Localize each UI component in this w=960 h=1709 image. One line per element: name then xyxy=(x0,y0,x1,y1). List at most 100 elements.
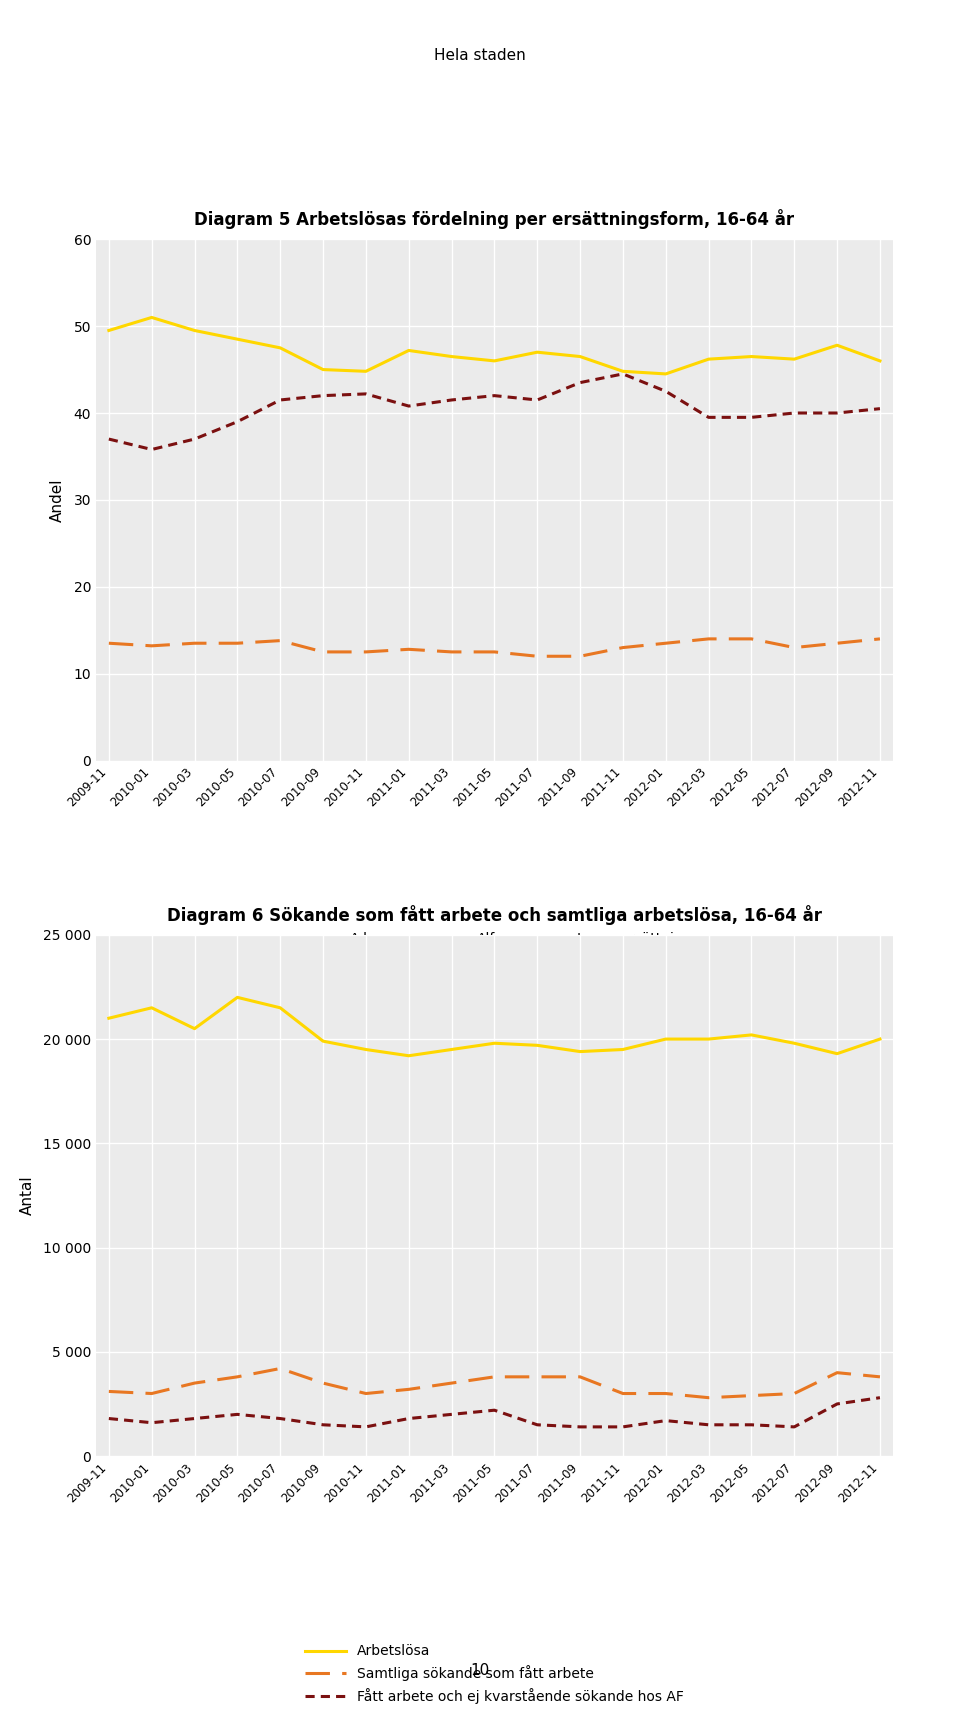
Y-axis label: Andel: Andel xyxy=(50,479,65,521)
Ingen ersättning xyxy=(403,396,415,417)
Arbetslösa xyxy=(660,1029,671,1049)
Fått arbete och ej kvarstående sökande hos AF xyxy=(788,1417,800,1437)
Arbetslösa xyxy=(574,1041,586,1061)
Arbetslösa xyxy=(617,1039,629,1060)
Fått arbete och ej kvarstående sökande hos AF xyxy=(360,1417,372,1437)
Line: Ingen ersättning: Ingen ersättning xyxy=(108,374,880,449)
Samtliga sökande som fått arbete xyxy=(146,1383,157,1403)
Line: Alfa: Alfa xyxy=(108,639,880,656)
Ingen ersättning xyxy=(189,429,201,449)
Samtliga sökande som fått arbete xyxy=(103,1381,114,1401)
Fått arbete och ej kvarstående sökande hos AF xyxy=(875,1388,886,1408)
Alfa xyxy=(189,632,201,653)
Ingen ersättning xyxy=(231,412,243,432)
Ingen ersättning xyxy=(875,398,886,419)
Arbetslösa xyxy=(875,1029,886,1049)
Fått arbete och ej kvarstående sökande hos AF xyxy=(660,1410,671,1430)
Alfa xyxy=(703,629,714,649)
Ingen ersättning xyxy=(489,385,500,405)
Fått arbete och ej kvarstående sökande hos AF xyxy=(489,1400,500,1420)
Samtliga sökande som fått arbete xyxy=(660,1383,671,1403)
Ingen ersättning xyxy=(831,403,843,424)
Arbetslösa xyxy=(746,1025,757,1046)
A-kassa xyxy=(403,340,415,361)
Alfa xyxy=(146,636,157,656)
Line: Fått arbete och ej kvarstående sökande hos AF: Fått arbete och ej kvarstående sökande h… xyxy=(108,1398,880,1427)
Samtliga sökande som fått arbete xyxy=(574,1367,586,1388)
Arbetslösa xyxy=(489,1032,500,1053)
Samtliga sökande som fått arbete xyxy=(489,1367,500,1388)
Alfa xyxy=(445,641,457,661)
Legend: Arbetslösa, Samtliga sökande som fått arbete, Fått arbete och ej kvarstående sök: Arbetslösa, Samtliga sökande som fått ar… xyxy=(299,1639,690,1709)
Alfa xyxy=(746,629,757,649)
Arbetslösa xyxy=(146,998,157,1019)
Ingen ersättning xyxy=(445,390,457,410)
Samtliga sökande som fått arbete xyxy=(788,1383,800,1403)
A-kassa xyxy=(360,361,372,381)
Arbetslösa xyxy=(831,1044,843,1065)
Alfa xyxy=(875,629,886,649)
Legend: A-kassa, Alfa, Ingen ersättning: A-kassa, Alfa, Ingen ersättning xyxy=(291,926,698,952)
Fått arbete och ej kvarstående sökande hos AF xyxy=(532,1415,543,1436)
Fått arbete och ej kvarstående sökande hos AF xyxy=(103,1408,114,1429)
Text: Hela staden: Hela staden xyxy=(434,48,526,63)
Arbetslösa xyxy=(445,1039,457,1060)
Samtliga sökande som fått arbete xyxy=(875,1367,886,1388)
Y-axis label: Antal: Antal xyxy=(19,1176,35,1215)
A-kassa xyxy=(532,342,543,362)
Samtliga sökande som fått arbete xyxy=(403,1379,415,1400)
Text: 10: 10 xyxy=(470,1663,490,1678)
Alfa xyxy=(360,641,372,661)
Alfa xyxy=(617,637,629,658)
Alfa xyxy=(489,641,500,661)
Samtliga sökande som fått arbete xyxy=(703,1388,714,1408)
A-kassa xyxy=(445,347,457,367)
Arbetslösa xyxy=(532,1036,543,1056)
Ingen ersättning xyxy=(360,383,372,403)
Title: Diagram 5 Arbetslösas fördelning per ersättningsform, 16-64 år: Diagram 5 Arbetslösas fördelning per ers… xyxy=(194,210,795,229)
Alfa xyxy=(831,632,843,653)
Samtliga sökande som fått arbete xyxy=(746,1386,757,1407)
Ingen ersättning xyxy=(574,373,586,393)
Fått arbete och ej kvarstående sökande hos AF xyxy=(617,1417,629,1437)
A-kassa xyxy=(831,335,843,355)
Arbetslösa xyxy=(703,1029,714,1049)
Fått arbete och ej kvarstående sökande hos AF xyxy=(146,1412,157,1432)
Ingen ersättning xyxy=(275,390,286,410)
Alfa xyxy=(788,637,800,658)
A-kassa xyxy=(660,364,671,385)
Alfa xyxy=(574,646,586,667)
Ingen ersättning xyxy=(703,407,714,427)
Alfa xyxy=(403,639,415,660)
Fått arbete och ej kvarstående sökande hos AF xyxy=(275,1408,286,1429)
A-kassa xyxy=(875,350,886,371)
Ingen ersättning xyxy=(318,385,329,405)
Samtliga sökande som fått arbete xyxy=(318,1372,329,1393)
Arbetslösa xyxy=(189,1019,201,1039)
Alfa xyxy=(660,632,671,653)
Ingen ersättning xyxy=(660,381,671,402)
Ingen ersättning xyxy=(617,364,629,385)
Ingen ersättning xyxy=(103,429,114,449)
Samtliga sökande som fått arbete xyxy=(445,1372,457,1393)
A-kassa xyxy=(103,320,114,340)
Samtliga sökande som fått arbete xyxy=(532,1367,543,1388)
A-kassa xyxy=(189,320,201,340)
Ingen ersättning xyxy=(146,439,157,460)
Samtliga sökande som fått arbete xyxy=(275,1359,286,1379)
Alfa xyxy=(231,632,243,653)
Samtliga sökande som fått arbete xyxy=(231,1367,243,1388)
Fått arbete och ej kvarstående sökande hos AF xyxy=(189,1408,201,1429)
Arbetslösa xyxy=(103,1008,114,1029)
Arbetslösa xyxy=(318,1031,329,1051)
Fått arbete och ej kvarstående sökande hos AF xyxy=(703,1415,714,1436)
A-kassa xyxy=(617,361,629,381)
Fått arbete och ej kvarstående sökande hos AF xyxy=(574,1417,586,1437)
Alfa xyxy=(532,646,543,667)
Alfa xyxy=(318,641,329,661)
A-kassa xyxy=(231,328,243,349)
Fått arbete och ej kvarstående sökande hos AF xyxy=(318,1415,329,1436)
Fått arbete och ej kvarstående sökande hos AF xyxy=(746,1415,757,1436)
A-kassa xyxy=(318,359,329,379)
A-kassa xyxy=(703,349,714,369)
